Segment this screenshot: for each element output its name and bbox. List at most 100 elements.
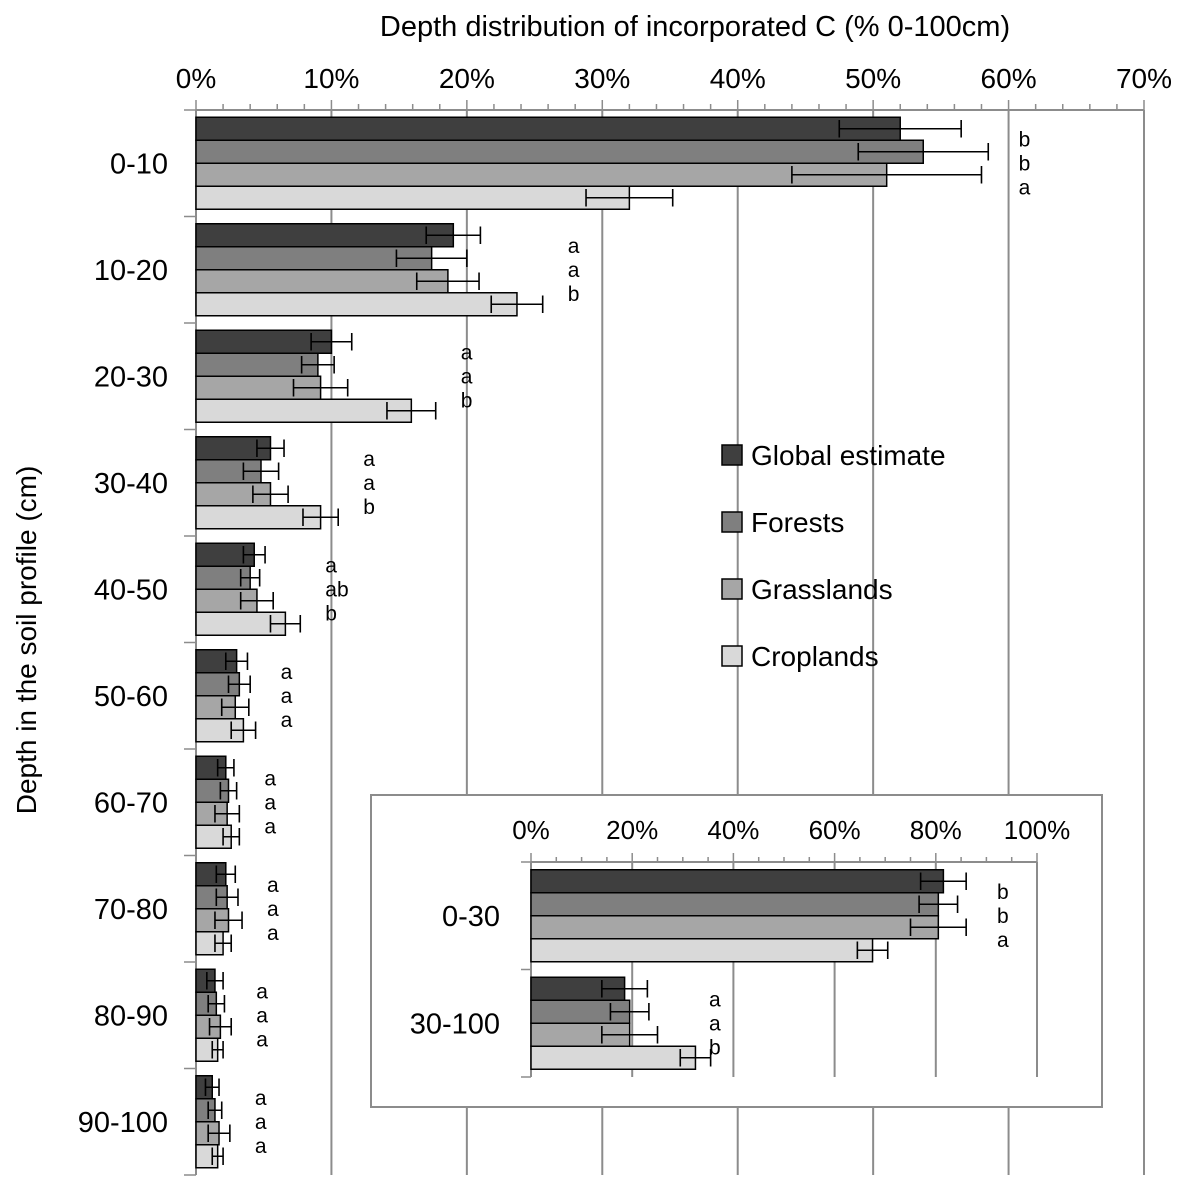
significance-letter: b <box>709 1036 721 1059</box>
legend: Global estimate Forests Grasslands Cropland… <box>721 440 946 672</box>
significance-letter: a <box>709 1012 721 1035</box>
error-bar <box>791 166 983 184</box>
bar-croplands <box>195 398 413 423</box>
legend-swatch <box>721 578 743 600</box>
error-bar <box>490 295 544 313</box>
x-tick-label: 0% <box>176 63 216 94</box>
significance-letter: a <box>264 767 276 790</box>
significance-letter: a <box>264 815 276 838</box>
error-bar <box>415 272 480 290</box>
error-bar <box>918 895 959 913</box>
bar-global-estimate <box>530 869 945 894</box>
error-bar <box>310 333 353 351</box>
y-tick-label: 70-80 <box>94 894 168 926</box>
error-bar <box>919 872 967 890</box>
x-tick-label: 60% <box>981 63 1037 94</box>
x-tick-label: 70% <box>1116 63 1172 94</box>
error-bar <box>227 675 251 693</box>
significance-letter: a <box>264 791 276 814</box>
significance-letter: b <box>568 283 580 306</box>
error-bar <box>601 1026 659 1044</box>
significance-letter: b <box>997 905 1009 928</box>
x-tick-label: 20% <box>439 63 495 94</box>
significance-letter: a <box>256 980 268 1003</box>
significance-letter: a <box>267 898 279 921</box>
error-bar <box>300 356 335 374</box>
y-tick-label: 30-40 <box>94 468 168 500</box>
error-bar <box>220 698 250 716</box>
significance-letter: a <box>255 1087 267 1110</box>
error-bar <box>909 918 967 936</box>
error-bar <box>211 1147 224 1165</box>
bar-croplands <box>195 505 322 530</box>
significance-letter: a <box>568 235 580 258</box>
significance-letter: a <box>1019 176 1031 199</box>
significance-letter: a <box>461 341 473 364</box>
legend-label: Forests <box>751 507 844 538</box>
error-bar <box>425 226 482 244</box>
error-bar <box>838 120 962 138</box>
legend-swatch <box>721 511 743 533</box>
x-tick-label: 50% <box>845 63 901 94</box>
y-tick-label: 80-90 <box>94 1000 168 1032</box>
significance-letter: a <box>255 1111 267 1134</box>
error-bar <box>256 439 285 457</box>
error-bar <box>207 1101 223 1119</box>
x-tick-label: 30% <box>574 63 630 94</box>
error-bar <box>609 1003 650 1021</box>
error-bar <box>211 1041 224 1059</box>
y-tick-label: 0-10 <box>110 148 168 180</box>
main-plot-bars <box>195 116 990 1169</box>
error-bar <box>222 828 241 846</box>
x-tick-label: 10% <box>303 63 359 94</box>
bar-grasslands <box>195 162 888 187</box>
y-axis-label: Depth in the soil profile (cm) <box>11 466 42 815</box>
bar-croplands <box>530 938 874 963</box>
bar-forests <box>195 139 925 164</box>
y-tick-label: 50-60 <box>94 681 168 713</box>
error-bar <box>386 402 437 420</box>
error-bar <box>207 1124 231 1142</box>
significance-letter: a <box>363 448 375 471</box>
inset-x-tick-label: 0% <box>512 815 550 845</box>
inset-x-tick-label: 80% <box>910 815 962 845</box>
error-bar <box>214 805 241 823</box>
inset-x-tick-label: 60% <box>809 815 861 845</box>
bar-forests <box>530 892 940 917</box>
significance-letter: a <box>709 988 721 1011</box>
legend-label: Grasslands <box>751 574 893 605</box>
significance-letter: b <box>363 496 375 519</box>
error-bar <box>857 143 990 161</box>
error-bar <box>239 592 274 610</box>
y-tick-label: 30-100 <box>410 1008 500 1040</box>
error-bar <box>395 249 468 267</box>
legend-swatch <box>721 444 743 466</box>
error-bar <box>206 972 224 990</box>
legend-label: Croplands <box>751 641 879 672</box>
significance-letter: a <box>281 661 293 684</box>
significance-letter: ab <box>325 578 348 601</box>
error-bar <box>601 980 649 998</box>
significance-letter: a <box>281 709 293 732</box>
significance-letter: a <box>461 365 473 388</box>
error-bar <box>302 508 339 526</box>
bar-grasslands <box>195 269 449 294</box>
significance-letter: b <box>325 602 337 625</box>
inset-x-tick-label: 20% <box>606 815 658 845</box>
error-bar <box>242 546 266 564</box>
legend-label: Global estimate <box>751 440 946 471</box>
error-bar <box>208 1018 233 1036</box>
inset-x-tick-label: 40% <box>707 815 759 845</box>
bar-forests <box>195 352 319 377</box>
significance-letter: a <box>363 472 375 495</box>
y-tick-label: 20-30 <box>94 361 168 393</box>
bar-grasslands <box>530 915 940 940</box>
main-plot-labels: 0-10bba10-20aab20-30aab30-40aab40-50aabb… <box>78 128 1031 1158</box>
chart-title: Depth distribution of incorporated C (% … <box>380 11 1010 43</box>
significance-letter: a <box>325 554 337 577</box>
error-bar <box>214 934 233 952</box>
y-tick-label: 60-70 <box>94 787 168 819</box>
significance-letter: a <box>255 1135 267 1158</box>
error-bar <box>269 615 302 633</box>
significance-letter: a <box>256 1028 268 1051</box>
